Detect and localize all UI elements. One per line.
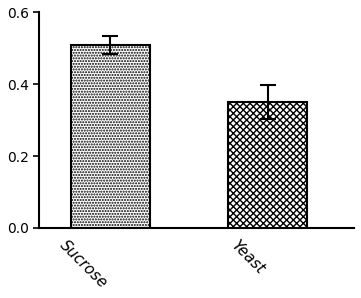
Bar — [71, 45, 149, 228]
Bar — [228, 102, 307, 228]
